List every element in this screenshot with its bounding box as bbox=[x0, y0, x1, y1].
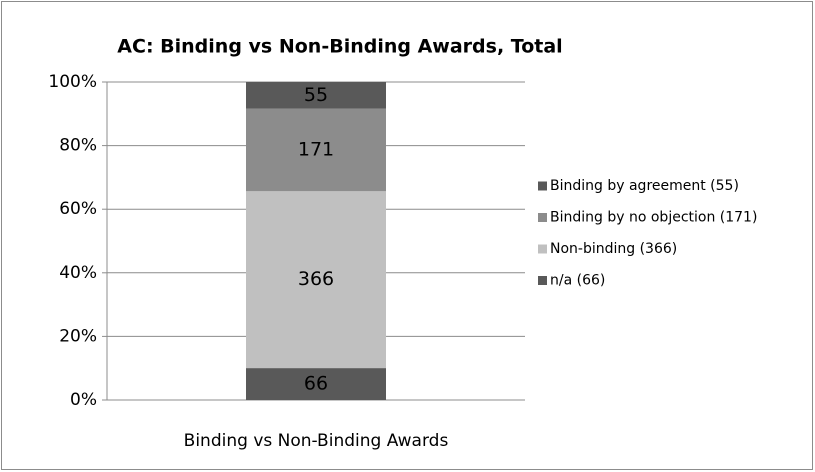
bar-segment bbox=[246, 82, 386, 109]
legend-label: Binding by agreement (55) bbox=[550, 178, 739, 194]
chart-title: AC: Binding vs Non-Binding Awards, Total bbox=[117, 36, 562, 58]
data-label: 366 bbox=[298, 268, 334, 290]
data-label: 171 bbox=[298, 138, 334, 160]
legend-swatch bbox=[538, 213, 547, 222]
bar-segment bbox=[246, 191, 386, 369]
y-tick-label: 100% bbox=[48, 72, 97, 92]
legend-label: Binding by no objection (171) bbox=[550, 210, 757, 226]
y-tick-label: 80% bbox=[59, 136, 97, 156]
x-tick-label: Binding vs Non-Binding Awards bbox=[184, 431, 449, 451]
y-tick-label: 0% bbox=[70, 390, 97, 410]
legend-label: n/a (66) bbox=[550, 273, 605, 289]
data-label: 55 bbox=[304, 84, 328, 106]
y-tick-label: 20% bbox=[59, 326, 97, 346]
legend-swatch bbox=[538, 244, 547, 254]
legend-swatch bbox=[538, 181, 547, 191]
legend-label: Non-binding (366) bbox=[550, 241, 677, 257]
bar-segment bbox=[246, 108, 386, 192]
y-tick-label: 40% bbox=[59, 263, 97, 283]
legend-swatch bbox=[538, 276, 547, 285]
data-label: 66 bbox=[304, 373, 328, 395]
bar-segment bbox=[246, 368, 386, 400]
y-tick-label: 60% bbox=[59, 199, 97, 219]
